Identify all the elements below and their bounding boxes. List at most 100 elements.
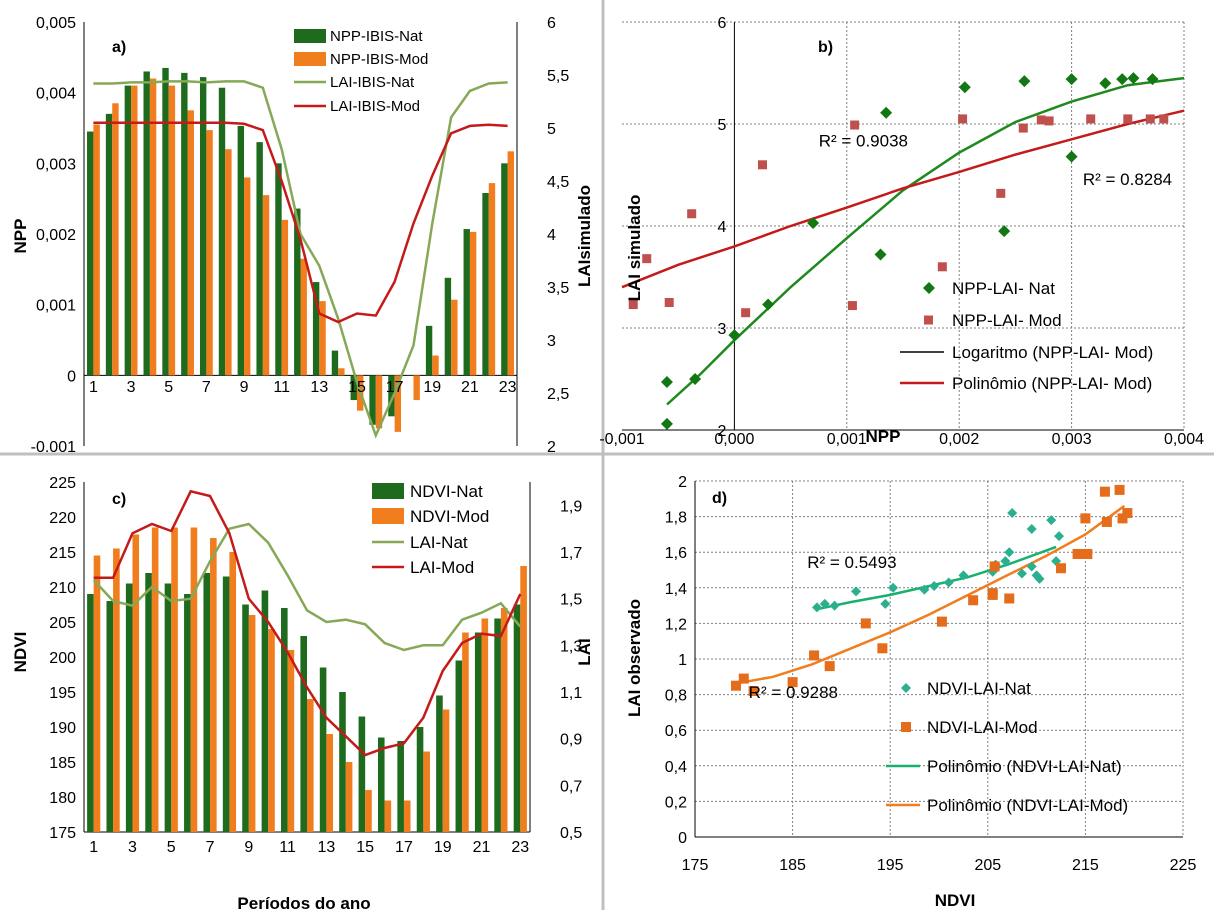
y-tick-label: 1,8 [665,510,687,527]
y2-tick-label: 1,7 [560,545,582,562]
x-tick-label: 215 [1072,857,1099,874]
point-npp-lai-nat [958,81,971,94]
bar-ndvi-mod [190,527,198,832]
bar-ndvi-nat [377,737,385,832]
bar-npp-ibis-mod [131,85,138,376]
point-ndvi-lai-nat [819,598,830,609]
x-tick-label: 13 [317,839,335,856]
bar-ndvi-mod [520,566,527,832]
legend-label-npp-ibis-nat: NPP-IBIS-Nat [330,28,423,45]
x-tick-label: 3 [128,839,137,856]
point-ndvi-lai-nat [1000,556,1011,567]
point-npp-lai-nat [1065,73,1078,86]
point-ndvi-lai-nat [919,584,930,595]
panel-label: c) [112,491,126,508]
point-ndvi-lai-mod [860,618,871,629]
bar-npp-ibis-mod [394,375,402,432]
point-ndvi-lai-nat [1054,531,1065,542]
panel-label: b) [818,39,833,56]
legend-swatch-npp-ibis-mod [294,52,326,66]
y-axis-label: NPP [11,219,30,254]
legend-swatch-ndvi-lai-mod [901,722,911,732]
bar-npp-ibis-mod [338,368,345,376]
x-tick-label: 21 [473,839,491,856]
bar-npp-ibis-mod [432,355,439,376]
bar-ndvi-mod [268,629,275,832]
legend-swatch-npp-lai-mod [924,315,933,325]
x-tick-label: 23 [499,379,517,396]
y-tick-label: 180 [49,790,76,807]
bar-ndvi-mod [462,632,469,832]
point-ndvi-lai-mod [1114,484,1125,495]
point-ndvi-lai-nat [1016,568,1027,579]
x-axis-label: Períodos do ano [237,894,370,910]
x-tick-label: 7 [206,839,215,856]
legend-swatch-npp-lai-nat [923,282,935,294]
y2-axis-label: LAI [575,638,594,665]
bar-ndvi-nat [319,667,327,832]
y2-axis-label: LAIsimulado [575,185,594,287]
bar-ndvi-mod [481,618,489,832]
bar-ndvi-mod [403,800,411,832]
y2-tick-label: 1,1 [560,685,582,702]
legend-swatch-npp-ibis-nat [294,29,326,43]
point-npp-lai-mod [628,300,638,310]
bar-npp-ibis-nat [501,163,508,376]
point-ndvi-lai-nat [812,602,822,613]
bar-npp-ibis-mod [469,231,477,376]
bar-ndvi-mod [442,709,450,832]
point-ndvi-lai-mod [1122,508,1133,519]
x-tick-label: 0,003 [1052,431,1092,448]
line-lai-ibis-nat [93,80,508,439]
x-axis-label: NPP [866,427,901,446]
point-npp-lai-nat [998,225,1011,238]
line-lai-ibis-mod [93,121,508,324]
point-npp-lai-mod [1086,114,1096,124]
r-squared-label: R² = 0.5493 [807,553,896,572]
panel-label: a) [112,39,126,56]
x-tick-label: 13 [310,379,328,396]
bar-ndvi-nat [106,601,114,832]
bar-ndvi-nat [358,716,366,832]
bar-npp-ibis-nat [369,375,376,425]
point-ndvi-lai-nat [943,577,954,588]
bar-ndvi-nat [242,604,249,832]
x-tick-label: 21 [461,379,479,396]
x-tick-label: 5 [164,379,173,396]
bar-ndvi-nat [87,594,94,832]
legend-label-ndvi-nat: NDVI-Nat [410,482,483,501]
y-axis-label: LAI observado [625,599,644,717]
bar-npp-ibis-nat [218,87,226,376]
y-tick-label: 225 [49,475,76,492]
r-squared-label: R² = 0.9288 [749,683,838,702]
x-tick-label: 17 [395,839,413,856]
point-npp-lai-nat [874,248,887,261]
y2-tick-label: 4,5 [547,174,569,191]
bar-ndvi-mod [210,538,217,832]
point-ndvi-lai-mod [1056,563,1066,574]
point-npp-lai-mod [687,209,697,219]
point-ndvi-lai-mod [1101,516,1112,527]
legend-swatch-ndvi-mod [372,508,404,524]
bar-npp-ibis-mod [93,124,100,376]
bar-ndvi-nat [494,618,501,832]
x-tick-label: 1 [89,839,98,856]
point-npp-lai-nat [1146,73,1159,86]
point-npp-lai-nat [1018,75,1031,88]
point-ndvi-lai-mod [877,643,888,654]
x-tick-label: 3 [127,379,136,396]
bar-ndvi-mod [326,734,333,832]
point-npp-lai-mod [741,308,751,318]
bar-ndvi-mod [500,608,508,832]
r-squared-label: R² = 0.8284 [1083,170,1172,189]
bar-ndvi-nat [125,583,133,832]
x-tick-label: 185 [779,857,806,874]
point-npp-lai-mod [937,262,947,272]
y-tick-label: 1,6 [665,545,687,562]
bar-npp-ibis-mod [112,103,119,376]
bar-npp-ibis-nat [350,375,357,401]
x-tick-label: 0,001 [827,431,867,448]
point-ndvi-lai-mod [989,561,1000,572]
y-tick-label: -0.001 [31,439,76,456]
y-tick-label: 185 [49,755,76,772]
